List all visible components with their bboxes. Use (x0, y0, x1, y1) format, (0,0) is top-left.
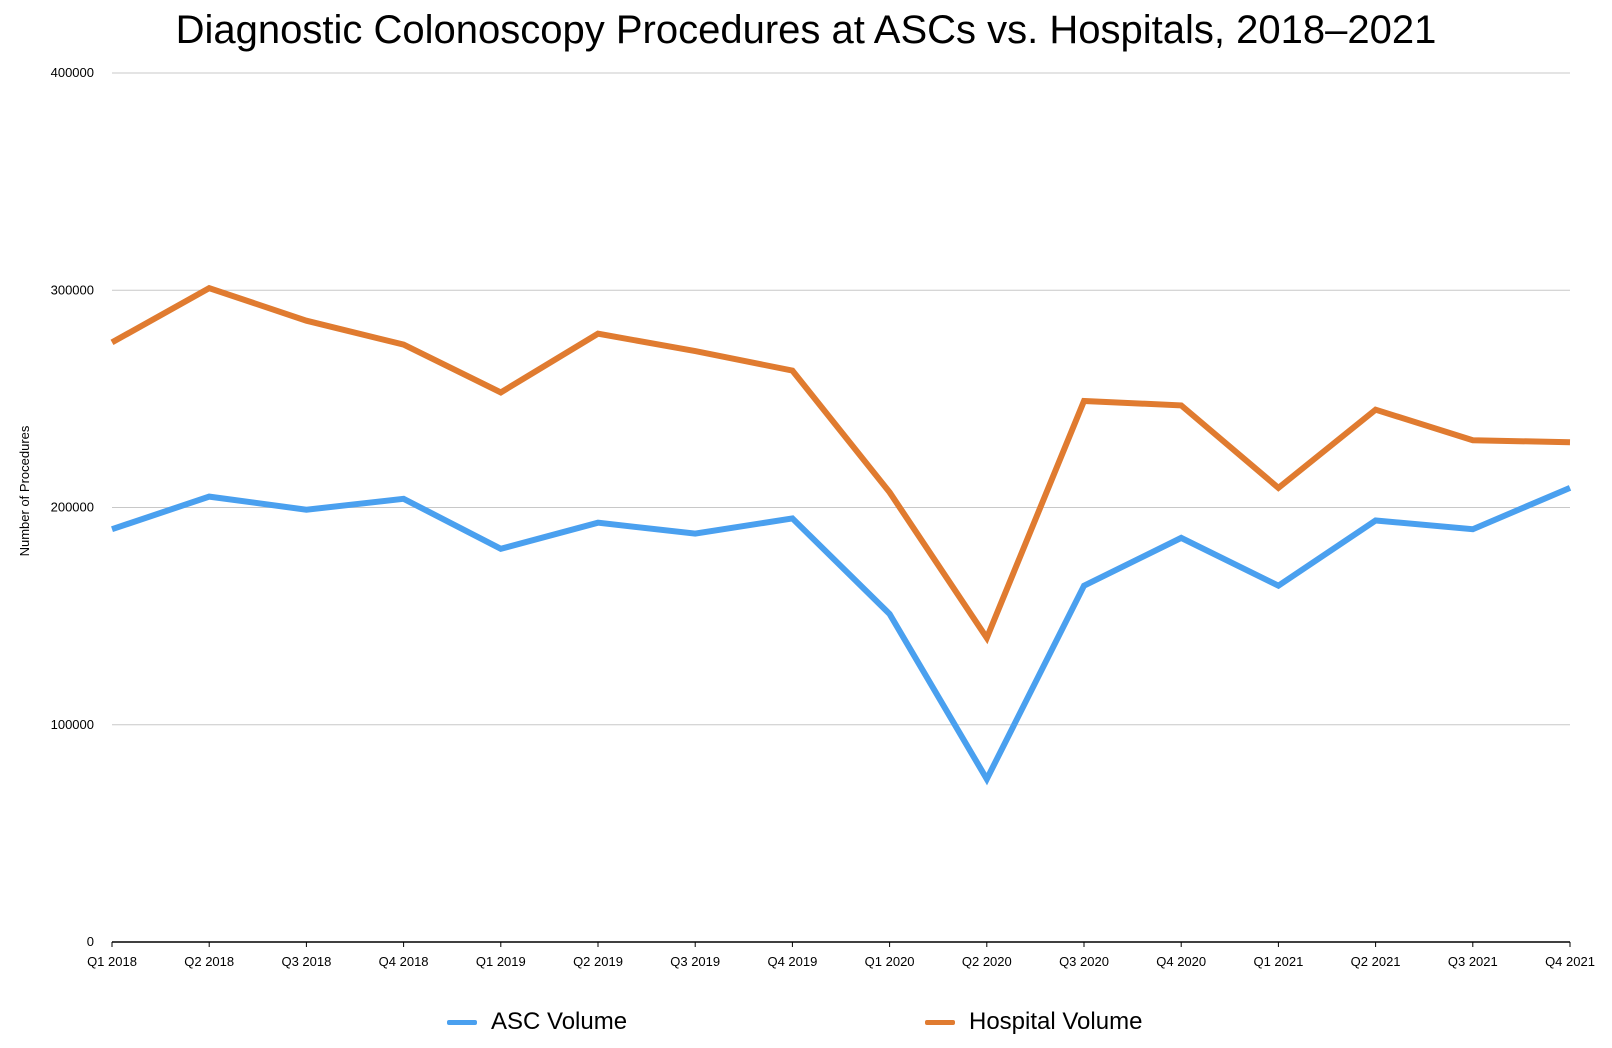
y-tick-label: 400000 (51, 65, 94, 80)
x-tick-label: Q1 2018 (87, 954, 137, 969)
legend: ASC Volume Hospital Volume (0, 1008, 1612, 1044)
y-tick-label: 100000 (51, 717, 94, 732)
y-axis-title: Number of Procedures (17, 425, 32, 556)
x-tick-label: Q2 2019 (573, 954, 623, 969)
series-lines (110, 284, 1572, 786)
x-tick-label: Q3 2018 (281, 954, 331, 969)
x-tick-label: Q1 2019 (476, 954, 526, 969)
y-tick-label: 300000 (51, 282, 94, 297)
legend-swatch-hospital (925, 1019, 955, 1025)
x-tick-label: Q1 2020 (865, 954, 915, 969)
legend-item-hospital: Hospital Volume (925, 1008, 1142, 1036)
gridlines (112, 72, 1570, 943)
chart-title: Diagnostic Colonoscopy Procedures at ASC… (175, 8, 1437, 52)
x-tick-label: Q3 2021 (1448, 954, 1498, 969)
legend-swatch-asc (447, 1019, 477, 1025)
x-tick-label: Q4 2018 (379, 954, 429, 969)
legend-item-asc: ASC Volume (447, 1008, 627, 1036)
x-tick-label: Q4 2019 (767, 954, 817, 969)
series-line-hospital (110, 284, 1571, 645)
x-tick-label: Q4 2020 (1156, 954, 1206, 969)
x-tick-label: Q2 2021 (1351, 954, 1401, 969)
series-line-asc (111, 485, 1572, 786)
x-tick-label: Q2 2020 (962, 954, 1012, 969)
x-tick-label: Q3 2019 (670, 954, 720, 969)
y-tick-label: 200000 (51, 500, 94, 515)
x-tick-label: Q3 2020 (1059, 954, 1109, 969)
x-tick-labels: Q1 2018 Q2 2018 Q3 2018 Q4 2018 Q1 2019 Q2 20… (87, 942, 1595, 969)
x-tick-label: Q4 2021 (1545, 954, 1595, 969)
line-chart: 0 100000 200000 300000 400000 Q1 2018 Q2 2018… (17, 65, 1595, 969)
x-tick-label: Q1 2021 (1253, 954, 1303, 969)
y-tick-labels: 0 100000 200000 300000 400000 (51, 65, 94, 949)
x-tick-label: Q2 2018 (184, 954, 234, 969)
legend-label-hospital: Hospital Volume (969, 1008, 1143, 1035)
y-tick-label: 0 (87, 934, 94, 949)
legend-label-asc: ASC Volume (491, 1008, 628, 1035)
